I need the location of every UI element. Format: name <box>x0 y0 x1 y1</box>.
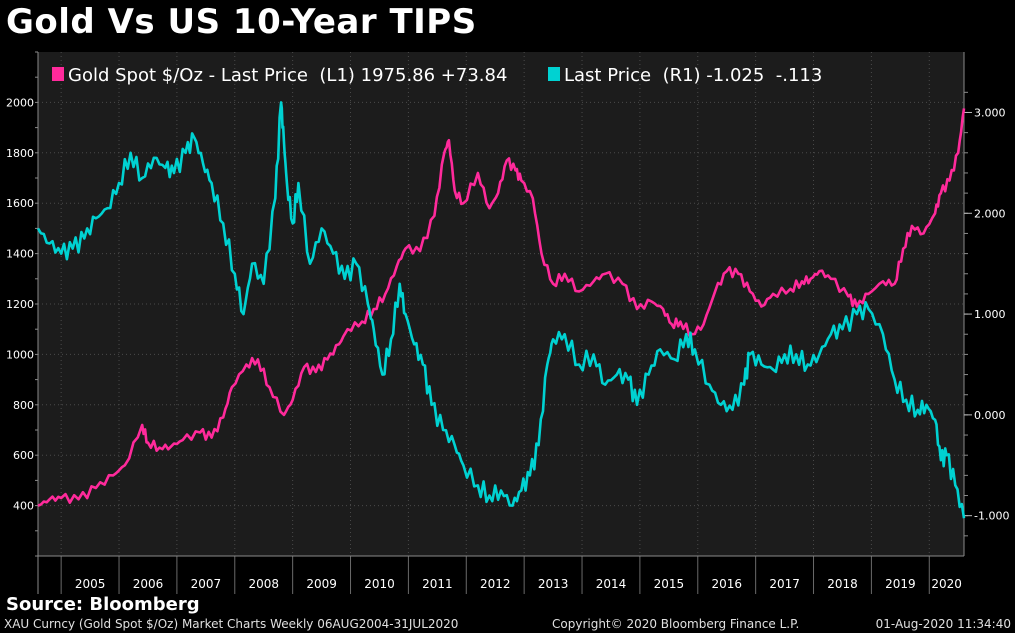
gold-series-line <box>37 108 966 507</box>
right-tick-label: 3.000 <box>974 106 1006 119</box>
left-tick-label: 800 <box>13 399 34 412</box>
year-label: 2006 <box>133 577 164 591</box>
chart-title: Gold Vs US 10-Year TIPS <box>6 2 477 42</box>
legend-swatch-gold <box>52 67 64 81</box>
year-label: 2017 <box>769 577 800 591</box>
left-tick-label: 1200 <box>6 298 34 311</box>
year-label: 2011 <box>422 577 453 591</box>
left-tick-label: 1800 <box>6 147 34 160</box>
year-label: 2008 <box>248 577 279 591</box>
right-tick-label: 1.000 <box>974 308 1006 321</box>
left-tick-label: 1600 <box>6 197 34 210</box>
legend: Gold Spot $/Oz - Last Price (L1) 1975.86… <box>52 65 822 86</box>
year-label: 2018 <box>827 577 858 591</box>
year-label: 2005 <box>75 577 106 591</box>
right-tick-label: -1.000 <box>974 510 1009 523</box>
source-note: Source: Bloomberg <box>6 594 200 615</box>
year-label: 2012 <box>480 577 511 591</box>
year-label: 2014 <box>596 577 627 591</box>
year-label: 2013 <box>538 577 569 591</box>
tips-series-line <box>36 101 966 519</box>
footer-copyright: Copyright© 2020 Bloomberg Finance L.P. <box>552 617 800 631</box>
series-lines <box>36 101 966 519</box>
left-tick-label: 1000 <box>6 348 34 361</box>
left-tick-label: 400 <box>13 500 34 513</box>
left-tick-label: 600 <box>13 449 34 462</box>
year-label: 2007 <box>191 577 222 591</box>
legend-swatch-tips <box>548 67 560 81</box>
right-tick-label: 2.000 <box>974 207 1006 220</box>
left-axis-ticks: 400 600 800 1000 1200 1400 1600 1800 2000 <box>6 51 38 557</box>
left-tick-label: 1400 <box>6 248 34 261</box>
left-tick-label: 2000 <box>6 96 34 109</box>
year-dividers <box>38 52 964 594</box>
footer-timestamp: 01-Aug-2020 11:34:40 <box>875 617 1011 631</box>
right-axis-ticks: -1.000 0.000 1.000 2.000 3.000 <box>964 91 1009 537</box>
right-tick-label: 0.000 <box>974 409 1006 422</box>
gold-tips-chart: 400 600 800 1000 1200 1400 1600 1800 2000 -1.000… <box>6 51 1009 594</box>
x-axis-labels: 2005 2006 2007 2008 2009 2010 2011 2012 2013 2014… <box>75 577 962 591</box>
footer-bar: XAU Curncy (Gold Spot $/Oz) Market Chart… <box>0 616 1015 633</box>
year-label: 2016 <box>711 577 742 591</box>
year-label: 2010 <box>364 577 395 591</box>
year-label: 2009 <box>306 577 337 591</box>
legend-label-gold: Gold Spot $/Oz - Last Price (L1) 1975.86… <box>68 65 507 86</box>
year-label: 2019 <box>885 577 916 591</box>
footer-security: XAU Curncy (Gold Spot $/Oz) Market Chart… <box>4 617 459 631</box>
legend-label-tips: Last Price (R1) -1.025 -.113 <box>564 65 822 86</box>
year-label: 2015 <box>654 577 685 591</box>
year-label: 2020 <box>931 577 962 591</box>
